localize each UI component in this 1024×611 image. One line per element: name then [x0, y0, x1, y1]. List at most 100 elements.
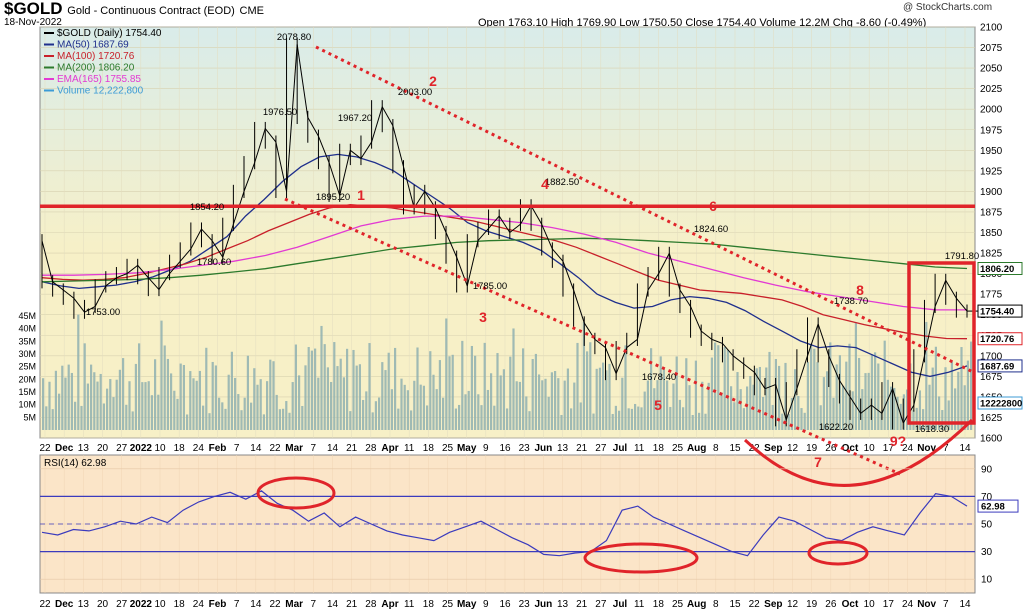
volume-bar — [458, 404, 461, 430]
volume-bar — [378, 397, 381, 430]
volume-bar — [490, 373, 493, 430]
volume-bar — [262, 414, 265, 430]
volume-bar — [627, 408, 630, 430]
volume-bar — [522, 348, 525, 430]
volume-bar — [77, 314, 80, 430]
volume-bar — [714, 342, 717, 430]
volume-bar — [787, 413, 790, 430]
volume-bar — [701, 381, 704, 430]
rsi-x-tick-label: Dec — [55, 599, 74, 610]
volume-bar — [842, 385, 845, 430]
volume-bar — [810, 343, 813, 430]
price-path-segment — [626, 338, 638, 348]
volume-bar — [237, 394, 240, 430]
x-tick-label: Apr — [381, 443, 398, 454]
volume-bar — [365, 391, 368, 430]
price-path-segment — [84, 306, 96, 313]
volume-bar — [954, 388, 957, 430]
volume-bar — [419, 384, 422, 430]
price-path-segment — [307, 117, 319, 137]
volume-bar — [496, 353, 499, 430]
volume-bar — [93, 372, 96, 430]
volume-bar — [259, 379, 262, 430]
volume-bar — [918, 390, 921, 430]
volume-bar — [323, 344, 326, 430]
volume-bar — [707, 382, 710, 430]
x-tick-label: 18 — [653, 443, 665, 454]
price-y-tick-label: 1625 — [980, 413, 1003, 424]
price-path-segment — [573, 289, 585, 324]
volume-y-tick-label: 10M — [18, 400, 36, 410]
x-tick-label: 19 — [806, 443, 818, 454]
volume-bar — [45, 406, 48, 430]
x-tick-label: Nov — [917, 443, 936, 454]
volume-bar — [621, 377, 624, 430]
volume-bar — [410, 410, 413, 430]
price-annotation-label: 1678.40 — [642, 372, 676, 383]
x-tick-label: 21 — [346, 443, 358, 454]
volume-bar — [285, 401, 288, 430]
volume-bar — [813, 348, 816, 430]
volume-bar — [291, 382, 294, 430]
price-path-segment — [753, 371, 766, 389]
rsi-x-tick-label: 10 — [864, 599, 876, 610]
volume-bar — [253, 368, 256, 430]
volume-bar — [765, 367, 768, 430]
volume-bar — [794, 369, 797, 430]
rsi-x-tick-label: 7 — [234, 599, 240, 610]
volume-bar — [74, 401, 77, 430]
volume-bar — [307, 347, 310, 430]
volume-bar — [435, 389, 438, 430]
volume-bar — [438, 360, 441, 430]
volume-bar — [115, 379, 118, 430]
volume-bar — [176, 398, 179, 430]
volume-bar — [170, 373, 173, 430]
volume-bar — [662, 368, 665, 430]
volume-bar — [682, 407, 685, 430]
volume-bar — [381, 362, 384, 430]
price-path-segment — [211, 240, 224, 258]
volume-bar — [538, 374, 541, 430]
wave-label: 2 — [429, 73, 437, 89]
volume-bar — [816, 362, 819, 430]
rsi-x-tick-label: 20 — [97, 599, 109, 610]
rsi-x-tick-label: 11 — [634, 599, 645, 610]
volume-y-tick-label: 5M — [23, 412, 36, 422]
volume-bar — [96, 381, 99, 430]
price-annotation-label: 1618.30 — [915, 424, 949, 435]
volume-bar — [694, 360, 697, 430]
x-tick-label: 14 — [959, 443, 971, 454]
rsi-y-tick-label: 90 — [981, 464, 993, 475]
volume-bar — [899, 403, 902, 430]
rsi-x-tick-label: 10 — [154, 599, 166, 610]
volume-bar — [595, 368, 598, 430]
volume-bar — [195, 380, 198, 430]
volume-bar — [64, 377, 67, 430]
volume-bar — [278, 409, 281, 430]
volume-bar — [720, 392, 723, 430]
volume-bar — [592, 413, 595, 430]
volume-bar — [573, 382, 576, 430]
price-path-segment — [668, 253, 681, 291]
volume-bar — [310, 350, 313, 430]
rsi-x-tick-label: Oct — [842, 599, 859, 610]
breakout-box — [907, 261, 976, 425]
volume-bar — [502, 369, 505, 430]
volume-bar — [874, 352, 877, 430]
price-path-segment — [328, 162, 341, 196]
rsi-x-tick-label: 19 — [806, 599, 818, 610]
contract-name: Gold - Continuous Contract (EOD) — [67, 5, 235, 17]
price-y-tick-label: 1975 — [980, 125, 1003, 136]
rsi-x-tick-label: 24 — [902, 599, 914, 610]
series-line-ma-50- — [41, 153, 968, 378]
price-annotation-label: 1854.20 — [190, 202, 224, 213]
value-tag: 12222800 — [980, 399, 1022, 410]
price-path-segment — [785, 388, 798, 420]
volume-bar — [86, 383, 89, 430]
price-path-segment — [700, 330, 713, 340]
x-tick-label: Aug — [687, 443, 706, 454]
volume-bar — [467, 390, 470, 430]
price-path-segment — [498, 215, 511, 233]
